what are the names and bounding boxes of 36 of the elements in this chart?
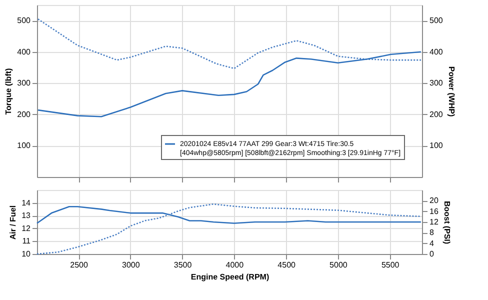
x-axis-title: Engine Speed (RPM) (190, 272, 270, 282)
x-tick-label: 3000 (122, 260, 140, 270)
x-tick-label: 2500 (70, 260, 88, 270)
y2-tick-label: 20 (430, 196, 439, 206)
y2-tick-label: 8 (430, 228, 434, 238)
x-tick-label: 5500 (381, 260, 400, 270)
y2-tick-label: 0 (430, 250, 434, 258)
y2-axis-title: Power (WHP) (446, 66, 456, 117)
line-series (36, 206, 422, 224)
x-tick-label: 4000 (226, 260, 244, 270)
y2-axis-title: Boost (PSI) (442, 200, 452, 244)
x-tick-label: 4500 (278, 260, 296, 270)
x-tick-label: 3500 (174, 260, 192, 270)
line-series (37, 51, 422, 118)
y-tick-label: 200 (17, 110, 32, 119)
y2-tick-label: 16 (430, 206, 439, 216)
y2-tick-label: 12 (430, 218, 439, 226)
y2-tick-label: 100 (430, 141, 444, 150)
y-tick-label: 12 (22, 224, 32, 233)
y-axis-title: Torque (lbft) (4, 68, 14, 115)
y2-tick-label: 500 (430, 16, 444, 26)
x-tick-label: 5000 (330, 260, 348, 270)
y-tick-label: 100 (17, 141, 32, 150)
y-tick-label: 13 (22, 211, 32, 220)
y-tick-label: 11 (22, 236, 32, 246)
y-tick-label: 400 (17, 47, 32, 56)
line-series (37, 18, 422, 70)
y-tick-label: 14 (22, 198, 32, 208)
y2-tick-label: 300 (430, 78, 444, 88)
y-axis-title: Air / Fuel (8, 205, 18, 240)
y-tick-label: 10 (22, 250, 32, 258)
y2-tick-label: 4 (430, 238, 434, 248)
y2-tick-label: 400 (430, 47, 444, 56)
y-tick-label: 300 (17, 78, 32, 88)
y-tick-label: 500 (17, 16, 32, 26)
y2-tick-label: 200 (430, 110, 444, 119)
